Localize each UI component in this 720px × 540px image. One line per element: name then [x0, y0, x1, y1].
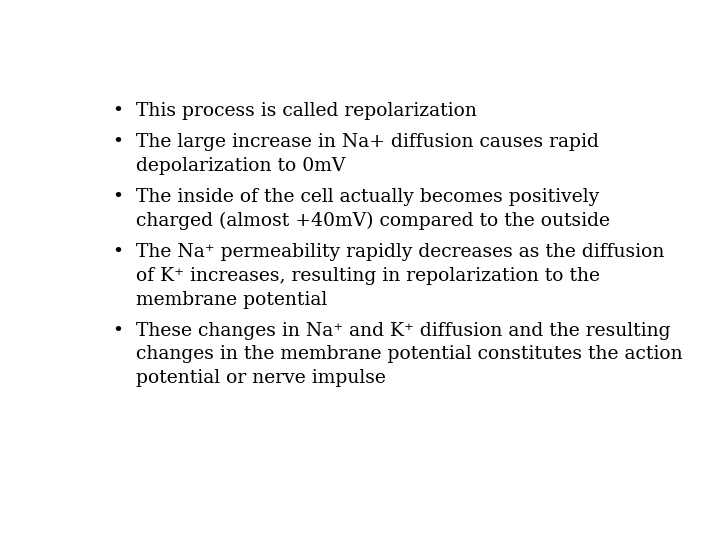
Text: The Na⁺ permeability rapidly decreases as the diffusion: The Na⁺ permeability rapidly decreases a…	[136, 243, 664, 261]
Text: •: •	[112, 133, 123, 151]
Text: •: •	[112, 102, 123, 120]
Text: of K⁺ increases, resulting in repolarization to the: of K⁺ increases, resulting in repolariza…	[136, 267, 600, 285]
Text: This process is called repolarization: This process is called repolarization	[136, 102, 477, 120]
Text: depolarization to 0mV: depolarization to 0mV	[136, 157, 345, 175]
Text: potential or nerve impulse: potential or nerve impulse	[136, 369, 386, 387]
Text: •: •	[112, 243, 123, 261]
Text: •: •	[112, 322, 123, 340]
Text: The large increase in Na+ diffusion causes rapid: The large increase in Na+ diffusion caus…	[136, 133, 598, 151]
Text: charged (almost +40mV) compared to the outside: charged (almost +40mV) compared to the o…	[136, 212, 610, 230]
Text: The inside of the cell actually becomes positively: The inside of the cell actually becomes …	[136, 188, 599, 206]
Text: membrane potential: membrane potential	[136, 291, 327, 308]
Text: changes in the membrane potential constitutes the action: changes in the membrane potential consti…	[136, 346, 683, 363]
Text: •: •	[112, 188, 123, 206]
Text: These changes in Na⁺ and K⁺ diffusion and the resulting: These changes in Na⁺ and K⁺ diffusion an…	[136, 322, 670, 340]
